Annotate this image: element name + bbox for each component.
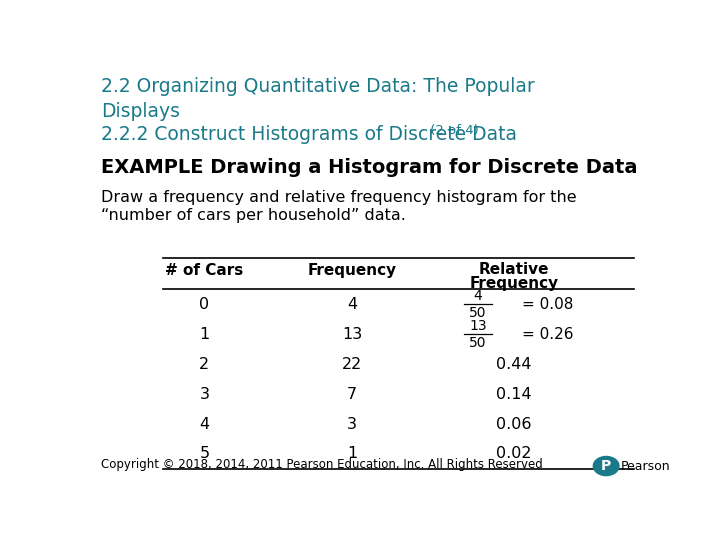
Text: 0.14: 0.14 [496, 387, 532, 402]
Text: 5: 5 [199, 447, 210, 462]
Text: “number of cars per household” data.: “number of cars per household” data. [101, 208, 406, 223]
Text: Relative: Relative [479, 262, 549, 278]
Text: Displays: Displays [101, 102, 180, 121]
Text: 13: 13 [469, 319, 487, 333]
Text: Frequency: Frequency [469, 276, 559, 292]
Text: 50: 50 [469, 335, 487, 349]
Text: 7: 7 [347, 387, 357, 402]
Text: 2.2 Organizing Quantitative Data: The Popular: 2.2 Organizing Quantitative Data: The Po… [101, 77, 535, 96]
Text: 22: 22 [342, 357, 362, 372]
Text: 2: 2 [199, 357, 210, 372]
Text: 3: 3 [347, 416, 357, 431]
Text: Pearson: Pearson [621, 460, 671, 472]
Circle shape [593, 456, 619, 476]
Text: # of Cars: # of Cars [166, 263, 243, 278]
Text: (2 of 4): (2 of 4) [426, 124, 479, 137]
Text: Draw a frequency and relative frequency histogram for the: Draw a frequency and relative frequency … [101, 190, 577, 205]
Text: = 0.08: = 0.08 [523, 297, 574, 312]
Text: Copyright © 2018, 2014, 2011 Pearson Education, Inc. All Rights Reserved: Copyright © 2018, 2014, 2011 Pearson Edu… [101, 458, 543, 471]
Text: 50: 50 [469, 306, 487, 320]
Text: 13: 13 [342, 327, 362, 342]
Text: 4: 4 [347, 297, 357, 312]
Text: 0.02: 0.02 [496, 447, 532, 462]
Text: EXAMPLE Drawing a Histogram for Discrete Data: EXAMPLE Drawing a Histogram for Discrete… [101, 158, 638, 177]
Text: 4: 4 [199, 416, 210, 431]
Text: 0: 0 [199, 297, 210, 312]
Text: Frequency: Frequency [307, 263, 397, 278]
Text: P: P [601, 459, 611, 473]
Text: 0.06: 0.06 [496, 416, 532, 431]
Text: 1: 1 [347, 447, 357, 462]
Text: 2.2.2 Construct Histograms of Discrete Data: 2.2.2 Construct Histograms of Discrete D… [101, 125, 517, 144]
Text: 0.44: 0.44 [496, 357, 532, 372]
Text: 3: 3 [199, 387, 210, 402]
Text: = 0.26: = 0.26 [523, 327, 574, 342]
Text: 1: 1 [199, 327, 210, 342]
Text: 4: 4 [474, 289, 482, 303]
